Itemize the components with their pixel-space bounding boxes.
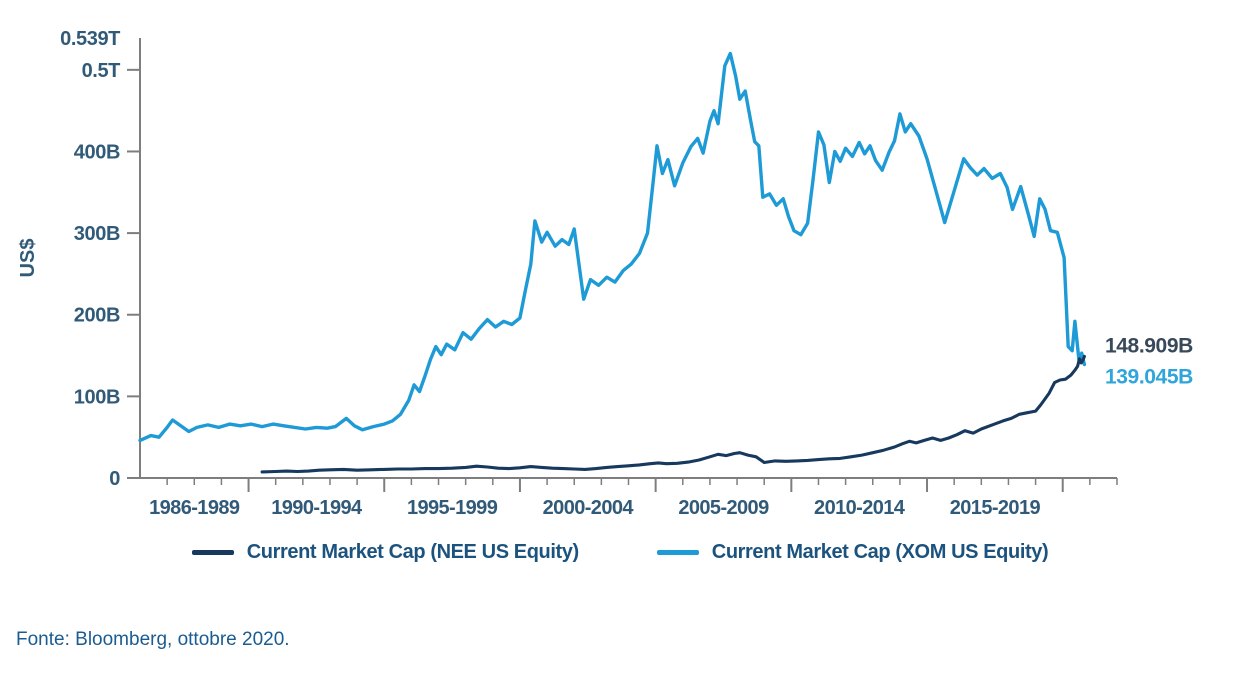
x-axis-label: 1990-1994 [271, 497, 363, 519]
nee-end-value-label: 148.909B [1105, 334, 1193, 357]
y-tick-label: 0.5T [82, 60, 121, 82]
legend-item-nee: Current Market Cap (NEE US Equity) [191, 541, 579, 564]
y-tick-label: 300B [74, 223, 120, 245]
legend-label-xom: Current Market Cap (XOM US Equity) [711, 541, 1049, 563]
x-axis-label: 2005-2009 [678, 497, 769, 519]
y-tick-label: 400B [74, 141, 120, 163]
legend-label-nee: Current Market Cap (NEE US Equity) [246, 541, 579, 563]
x-axis-label: 2015-2019 [950, 497, 1041, 519]
x-axis-label: 1986-1989 [149, 497, 240, 519]
x-axis-label: 1995-1999 [407, 497, 498, 519]
legend-item-xom: Current Market Cap (XOM US Equity) [656, 541, 1049, 564]
nee-line-swatch [191, 550, 234, 555]
y-tick-label: 200B [74, 305, 120, 327]
market-cap-line-chart: 0 100B 200B 300B 400B 0.5T 0.539T US$ 1986-1989 1… [17, 28, 1194, 519]
source-note: Fonte: Bloomberg, ottobre 2020. [16, 629, 290, 650]
y-axis-title: US$ [17, 239, 39, 278]
x-axis-label: 2010-2014 [814, 497, 906, 519]
y-axis-max-label: 0.539T [60, 28, 120, 50]
y-tick-label: 0 [109, 468, 120, 490]
series-line-nee [260, 354, 1086, 474]
series-line-xom [138, 51, 1087, 443]
chart-legend: Current Market Cap (NEE US Equity) Curre… [0, 541, 1240, 564]
y-tick-label: 100B [74, 386, 120, 408]
xom-end-value-label: 139.045B [1105, 365, 1193, 388]
xom-line-swatch [656, 550, 699, 555]
x-axis-label: 2000-2004 [543, 497, 635, 519]
